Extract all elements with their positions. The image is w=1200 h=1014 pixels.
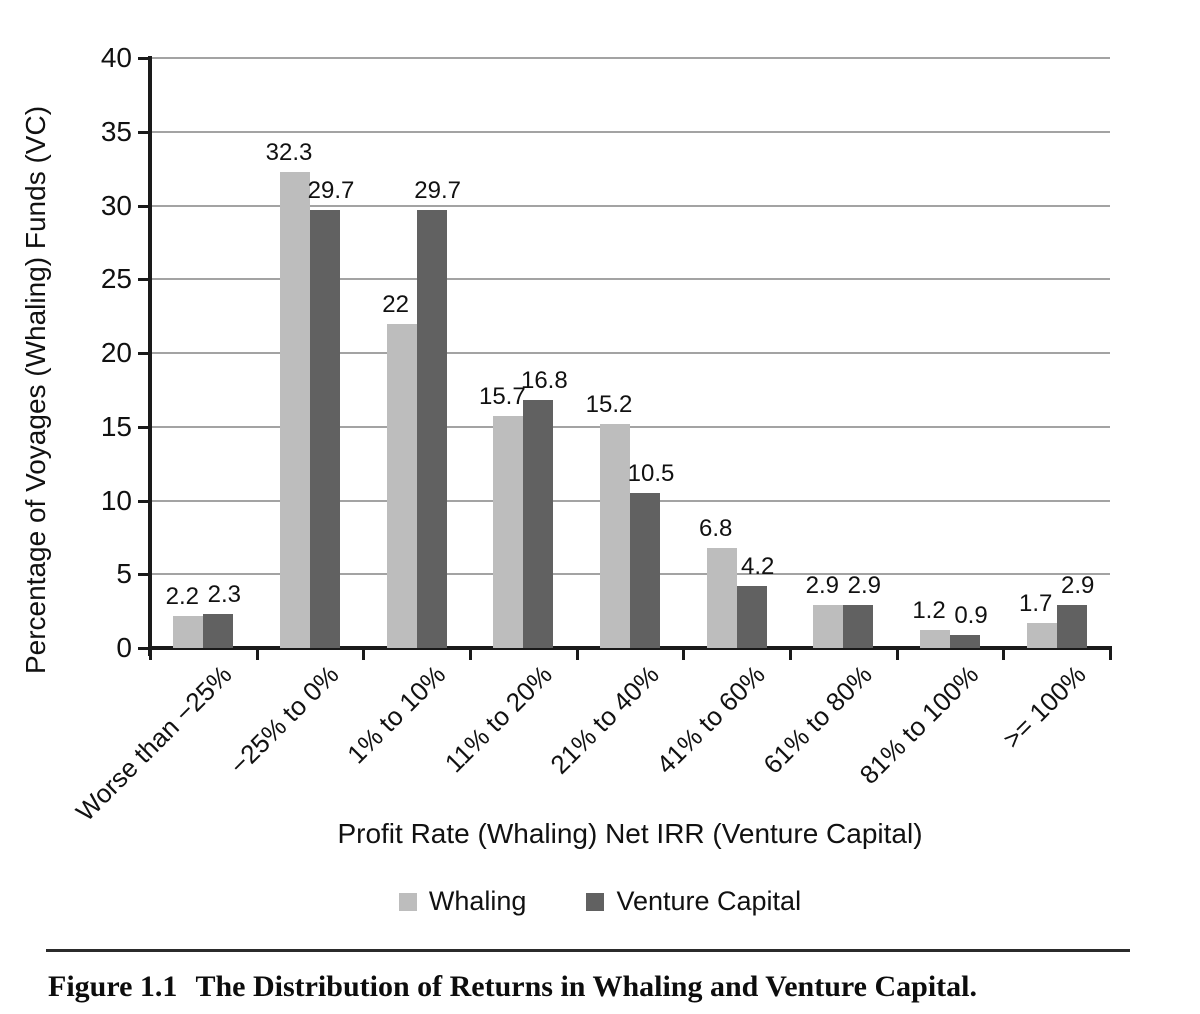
- x-axis-line: [148, 646, 1112, 650]
- x-tick-label: 11% to 20%: [438, 659, 558, 779]
- bar-whaling: [280, 171, 310, 648]
- value-label-whaling: 2.9: [805, 572, 840, 600]
- y-tick-label: 20: [100, 337, 132, 368]
- y-axis-tick: [138, 278, 150, 282]
- bar-venture-capital: [1056, 605, 1087, 648]
- x-axis-tick: [362, 648, 366, 660]
- y-tick-label: 5: [116, 558, 132, 590]
- gridline: [150, 204, 1110, 207]
- figure-title: The Distribution of Returns in Whaling a…: [195, 970, 977, 1003]
- value-label-venture-capital: 2.9: [1060, 572, 1095, 600]
- bar-venture-capital: [843, 605, 874, 648]
- value-label-whaling: 32.3: [265, 138, 313, 166]
- caption-divider: [46, 949, 1130, 952]
- y-axis-tick: [138, 647, 150, 650]
- gridline: [150, 278, 1110, 281]
- bar-venture-capital: [416, 209, 447, 648]
- value-label-venture-capital: 29.7: [307, 176, 355, 204]
- x-axis-title: Profit Rate (Whaling) Net IRR (Venture C…: [337, 818, 923, 849]
- gridline: [150, 57, 1110, 59]
- gridline: [150, 352, 1110, 354]
- x-axis-tick: [469, 648, 472, 660]
- y-tick-label: 15: [100, 410, 132, 442]
- bar-whaling: [600, 423, 630, 648]
- value-label-venture-capital: 10.5: [627, 460, 675, 488]
- gridline: [150, 130, 1110, 133]
- value-label-venture-capital: 4.2: [740, 553, 775, 581]
- value-label-venture-capital: 2.3: [207, 581, 242, 609]
- x-axis-tick: [1002, 648, 1006, 660]
- value-label-whaling: 6.8: [698, 514, 733, 542]
- x-axis-tick: [149, 648, 152, 660]
- bar-whaling: [386, 323, 417, 648]
- x-axis-tick: [895, 648, 899, 660]
- y-tick-label: 25: [100, 263, 132, 295]
- value-label-venture-capital: 16.8: [520, 367, 568, 395]
- legend-label-venture-capital: Venture Capital: [616, 886, 802, 916]
- x-tick-label: −25% to 0%: [223, 659, 345, 781]
- value-label-whaling: 1.2: [912, 597, 946, 625]
- value-label-venture-capital: 2.9: [847, 572, 882, 600]
- bar-venture-capital: [203, 614, 234, 648]
- bar-venture-capital: [950, 634, 980, 648]
- y-tick-label: 10: [100, 484, 132, 516]
- x-tick-label: Worse than −25%: [70, 659, 238, 827]
- x-axis-tick: [789, 648, 792, 660]
- x-tick-label: 21% to 40%: [544, 659, 665, 780]
- y-axis-line: [148, 56, 152, 656]
- x-tick-label: >= 100%: [996, 659, 1092, 755]
- value-label-whaling: 15.7: [478, 383, 526, 411]
- y-tick-label: 40: [100, 42, 132, 73]
- bar-venture-capital: [736, 586, 767, 648]
- y-axis-tick: [138, 499, 150, 503]
- legend: Whaling Venture Capital: [0, 886, 1200, 917]
- value-label-whaling: 2.2: [165, 582, 200, 610]
- bar-whaling: [920, 630, 950, 648]
- x-tick-label: 1% to 10%: [341, 659, 452, 770]
- y-axis-tick: [138, 425, 150, 429]
- y-axis-tick: [138, 130, 150, 134]
- bar-venture-capital: [630, 493, 660, 648]
- x-axis-tick: [1109, 648, 1112, 660]
- value-label-whaling: 22: [382, 290, 410, 318]
- y-tick-label: 35: [100, 115, 132, 147]
- value-label-venture-capital: 29.7: [414, 176, 462, 204]
- figure-caption: Figure 1.1 The Distribution of Returns in…: [48, 970, 1148, 1004]
- x-tick-label: 41% to 60%: [650, 659, 772, 780]
- bar-whaling: [1026, 622, 1057, 648]
- bar-whaling: [706, 547, 737, 648]
- y-tick-label: 30: [100, 189, 132, 221]
- legend-item-venture-capital: Venture Capital: [586, 886, 801, 917]
- bar-venture-capital: [523, 400, 554, 648]
- bar-whaling: [493, 416, 524, 648]
- y-axis-tick: [138, 204, 150, 208]
- bar-chart-plot-area: Percentage of Voyages (Whaling) Funds (V…: [20, 42, 1112, 827]
- figure-number: Figure 1.1: [48, 970, 178, 1003]
- value-label-whaling: 15.2: [585, 390, 633, 418]
- whaling-swatch-icon: [398, 892, 417, 911]
- x-axis-tick: [255, 648, 259, 660]
- value-label-venture-capital: 0.9: [954, 601, 988, 629]
- bar-whaling: [173, 615, 204, 648]
- x-axis-tick: [575, 648, 579, 660]
- y-axis-tick: [138, 352, 150, 355]
- y-axis-tick: [138, 57, 150, 60]
- y-tick-label: 0: [116, 632, 132, 663]
- value-label-whaling: 1.7: [1018, 589, 1053, 617]
- legend-label-whaling: Whaling: [428, 886, 527, 916]
- y-axis-tick: [138, 573, 150, 577]
- venture-capital-swatch-icon: [586, 892, 605, 911]
- x-axis-tick: [682, 648, 686, 660]
- legend-item-whaling: Whaling: [398, 886, 527, 917]
- bar-venture-capital: [310, 209, 340, 648]
- gridline: [150, 425, 1110, 428]
- bar-whaling: [813, 605, 844, 648]
- y-axis-title: Percentage of Voyages (Whaling) Funds (V…: [20, 105, 51, 675]
